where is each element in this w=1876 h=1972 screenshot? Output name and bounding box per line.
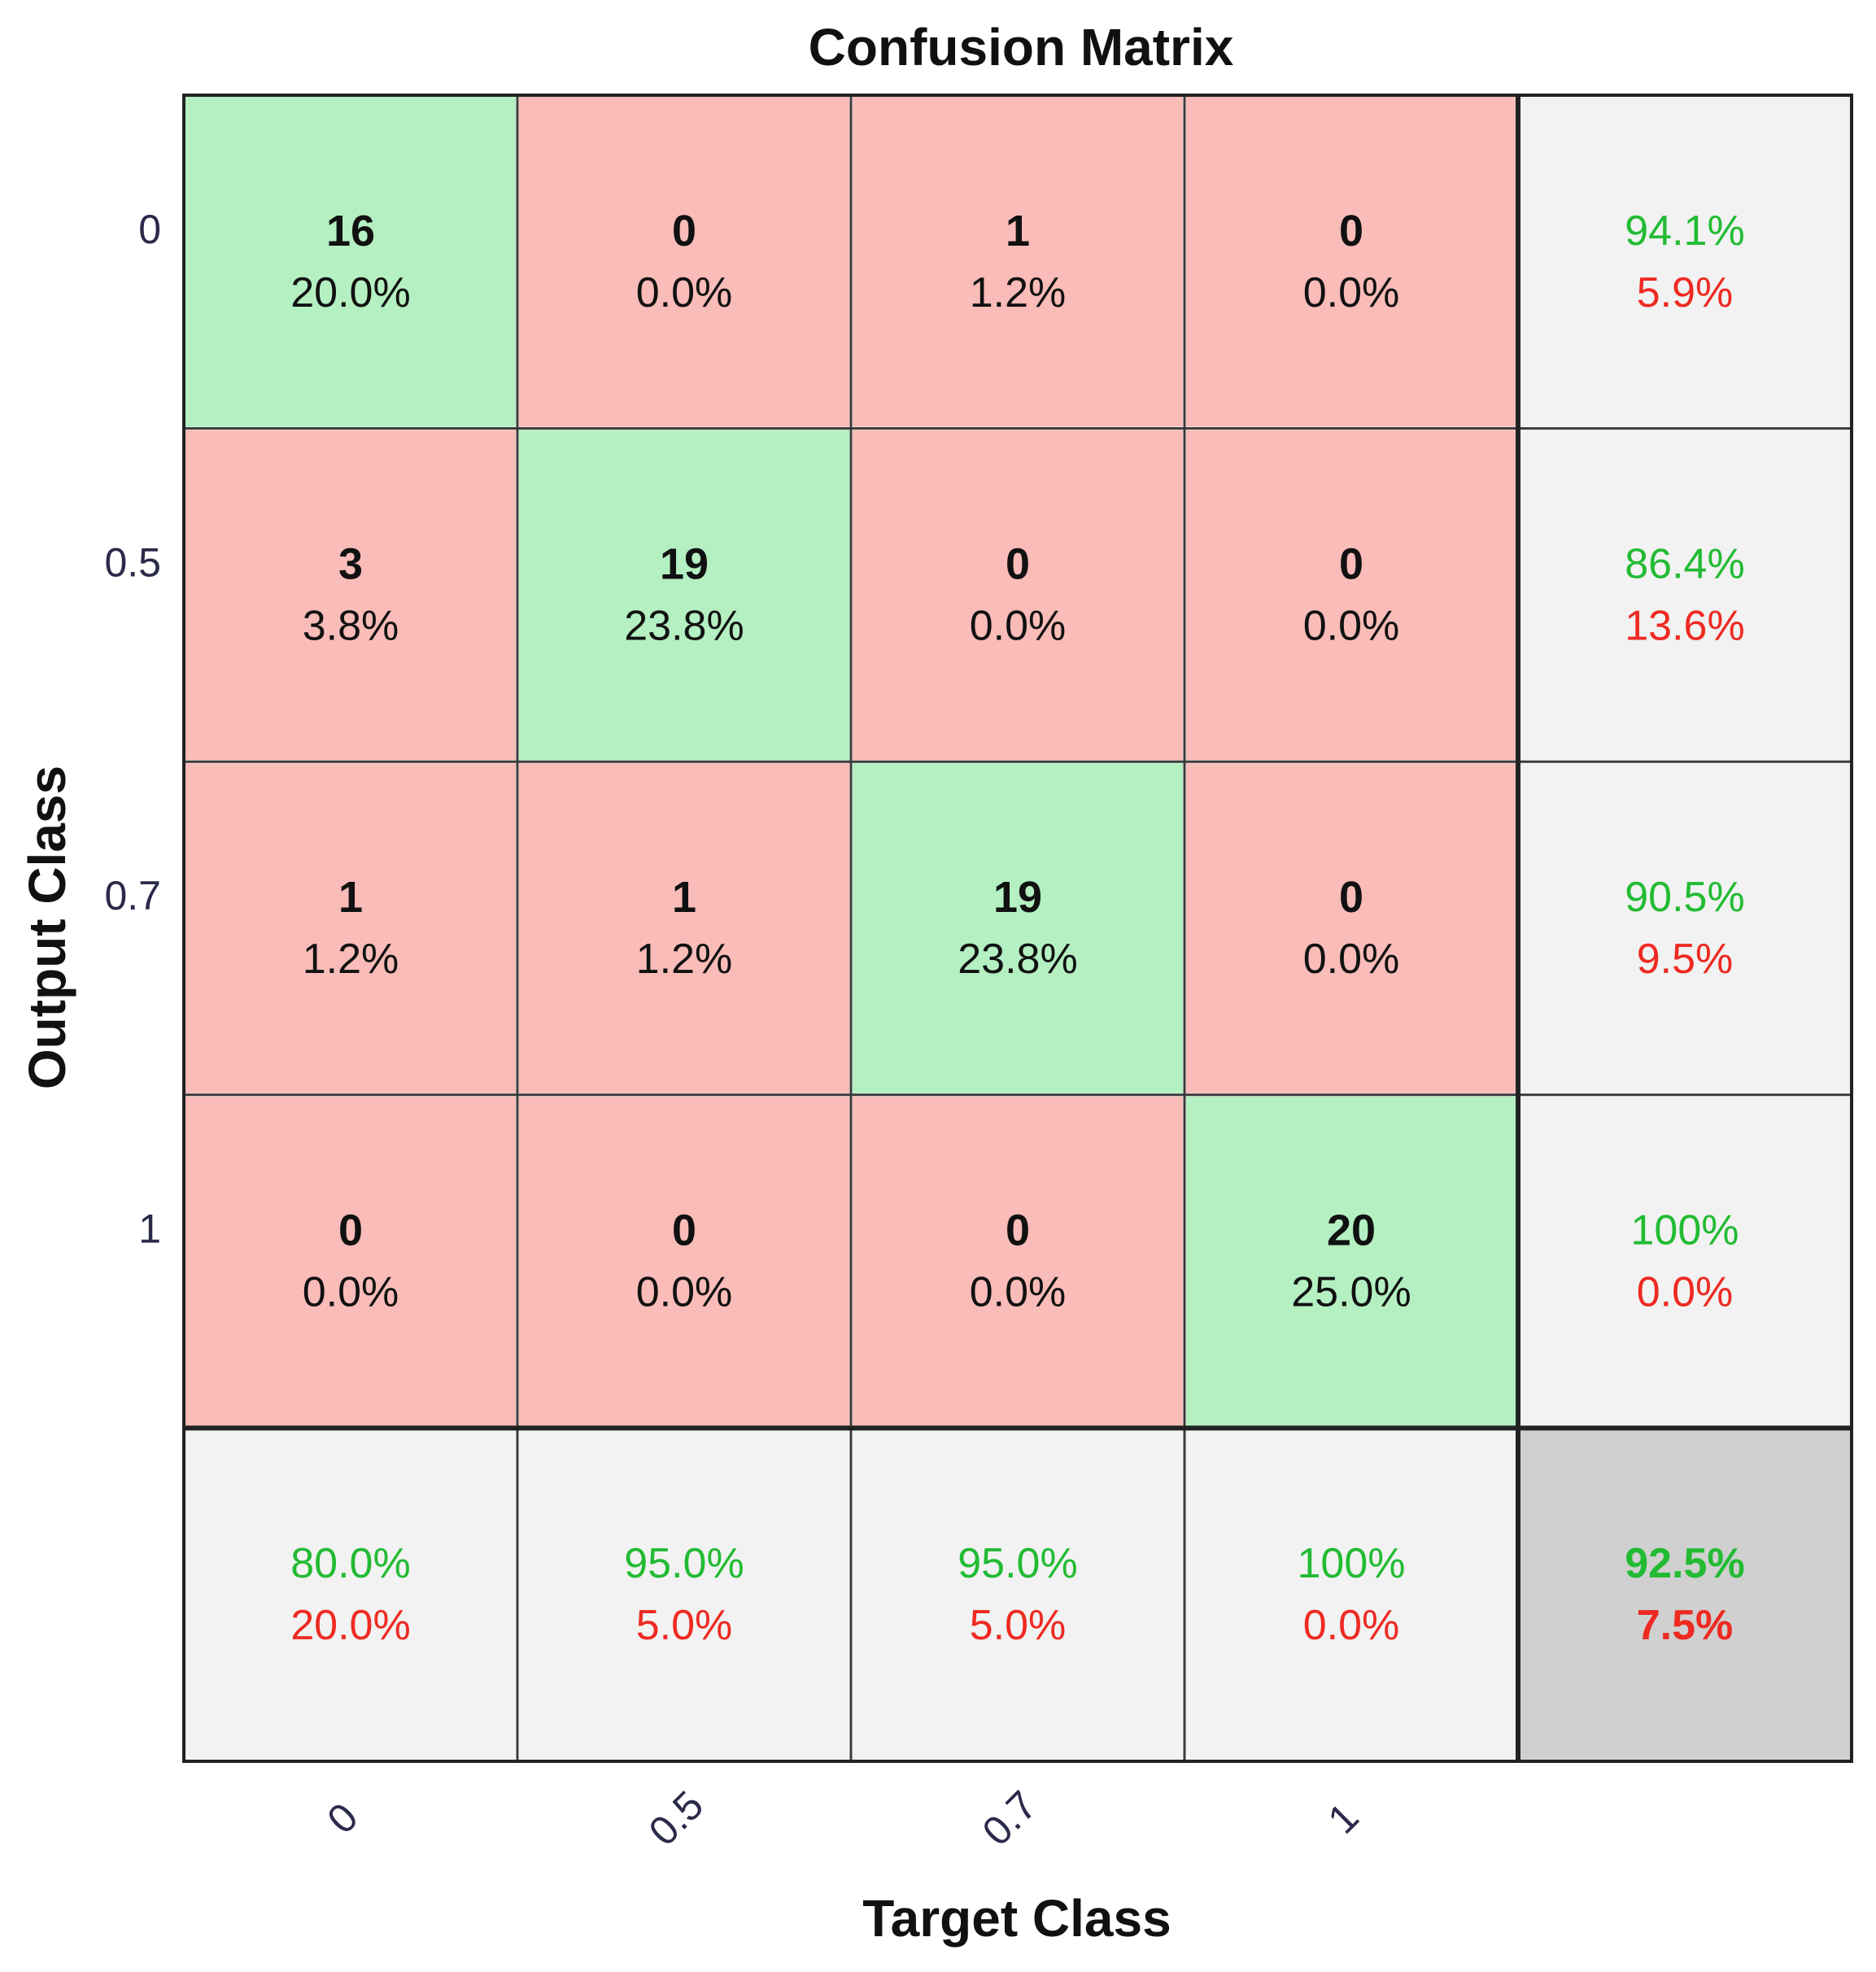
cell-count-r1-c3: 0: [1339, 539, 1363, 588]
matrix-cell-r0-c3: [1186, 97, 1516, 427]
chart-title: Confusion Matrix: [809, 18, 1234, 76]
matrix-frame: [182, 94, 1853, 1763]
matrix-cell-r4-c1: [519, 1429, 849, 1760]
matrix-cell-r0-c1: [519, 97, 849, 427]
cell-count-r0-c2: 1: [1006, 207, 1030, 255]
matrix-cell-r1-c3: [1186, 430, 1516, 761]
matrix-cell-r3-c2: [853, 1096, 1183, 1427]
cell-count-r2-c0: 1: [338, 873, 363, 922]
cell-percent-r2-c1: 1.2%: [636, 936, 733, 983]
summary-correct-r4-c0: 80.0%: [290, 1540, 410, 1587]
summary-error-r2-c4: 9.5%: [1637, 936, 1734, 983]
summary-correct-r4-c4: 92.5%: [1625, 1540, 1744, 1587]
cell-count-r2-c2: 19: [993, 873, 1042, 922]
cell-percent-r2-c3: 0.0%: [1303, 936, 1400, 983]
cell-count-r1-c0: 3: [338, 539, 363, 588]
summary-error-r4-c3: 0.0%: [1303, 1602, 1400, 1649]
cell-percent-r1-c3: 0.0%: [1303, 602, 1400, 649]
matrix-cell-r4-c0: [185, 1429, 516, 1760]
summary-correct-r4-c1: 95.0%: [624, 1540, 744, 1587]
summary-error-r3-c4: 0.0%: [1637, 1269, 1734, 1316]
y-tick-label-3: 1: [138, 1206, 161, 1252]
summary-correct-r4-c2: 95.0%: [958, 1540, 1077, 1587]
cell-percent-r2-c0: 1.2%: [303, 936, 399, 983]
cell-count-r2-c3: 0: [1339, 873, 1363, 922]
cell-percent-r1-c2: 0.0%: [970, 602, 1067, 649]
y-tick-label-2: 0.7: [104, 873, 161, 918]
matrix-cell-r2-c3: [1186, 763, 1516, 1093]
matrix-cell-r2-c0: [185, 763, 516, 1093]
matrix-cell-r4-c3: [1186, 1429, 1516, 1760]
cell-percent-r0-c2: 1.2%: [970, 269, 1067, 316]
cell-count-r3-c2: 0: [1006, 1206, 1030, 1255]
cell-percent-r0-c0: 20.0%: [290, 269, 410, 316]
cell-count-r0-c1: 0: [672, 207, 696, 255]
cell-count-r3-c3: 20: [1327, 1206, 1376, 1255]
cell-count-r1-c1: 19: [660, 539, 709, 588]
matrix-cells: 16 20.0% 0 0.0% 1 1.2% 0 0.0% 94.1% 5.9% 3 3.8% 19 23…: [185, 97, 1850, 1760]
cell-percent-r3-c2: 0.0%: [970, 1269, 1067, 1316]
y-axis-label: Output Class: [18, 766, 76, 1089]
matrix-cell-r4-c4: [1520, 1429, 1850, 1760]
summary-error-r4-c1: 5.0%: [636, 1602, 733, 1649]
matrix-cell-r1-c0: [185, 430, 516, 761]
cell-percent-r3-c1: 0.0%: [636, 1269, 733, 1316]
cell-percent-r3-c3: 25.0%: [1291, 1269, 1411, 1316]
summary-error-r4-c0: 20.0%: [290, 1602, 410, 1649]
summary-error-r1-c4: 13.6%: [1625, 602, 1744, 649]
y-tick-label-0: 0: [138, 207, 161, 252]
cell-percent-r1-c1: 23.8%: [624, 602, 744, 649]
x-axis-label: Target Class: [862, 1889, 1171, 1948]
matrix-cell-r1-c1: [519, 430, 849, 761]
matrix-cell-r2-c1: [519, 763, 849, 1093]
matrix-cell-r2-c2: [853, 763, 1183, 1093]
matrix-cell-r1-c2: [853, 430, 1183, 761]
summary-correct-r1-c4: 86.4%: [1625, 540, 1744, 587]
matrix-cell-r3-c1: [519, 1096, 849, 1427]
summary-correct-r3-c4: 100%: [1631, 1207, 1739, 1254]
cell-count-r3-c0: 0: [338, 1206, 363, 1255]
summary-error-r0-c4: 5.9%: [1637, 269, 1734, 316]
cell-count-r0-c3: 0: [1339, 207, 1363, 255]
y-axis-ticks: 0 0.5 0.7 1: [104, 207, 161, 1252]
cell-percent-r2-c2: 23.8%: [958, 936, 1077, 983]
matrix-cell-r4-c2: [853, 1429, 1183, 1760]
cell-count-r2-c1: 1: [672, 873, 696, 922]
matrix-cell-r0-c0: [185, 97, 516, 427]
summary-correct-r0-c4: 94.1%: [1625, 207, 1744, 255]
matrix-cell-r3-c3: [1186, 1096, 1516, 1427]
summary-error-r4-c4: 7.5%: [1637, 1602, 1734, 1649]
cell-count-r3-c1: 0: [672, 1206, 696, 1255]
summary-correct-r4-c3: 100%: [1298, 1540, 1406, 1587]
matrix-cell-r1-c4: [1520, 430, 1850, 761]
y-tick-label-1: 0.5: [104, 539, 161, 585]
summary-correct-r2-c4: 90.5%: [1625, 874, 1744, 921]
cell-percent-r3-c0: 0.0%: [303, 1269, 399, 1316]
cell-percent-r0-c3: 0.0%: [1303, 269, 1400, 316]
cell-percent-r1-c0: 3.8%: [303, 602, 399, 649]
matrix-cell-r0-c2: [853, 97, 1183, 427]
matrix-grid-lines: [182, 94, 1853, 1763]
matrix-cell-r0-c4: [1520, 97, 1850, 427]
cell-count-r0-c0: 16: [326, 207, 375, 255]
matrix-cell-r3-c4: [1520, 1096, 1850, 1427]
cell-count-r1-c2: 0: [1006, 539, 1030, 588]
cell-percent-r0-c1: 0.0%: [636, 269, 733, 316]
summary-error-r4-c2: 5.0%: [970, 1602, 1067, 1649]
matrix-cell-r2-c4: [1520, 763, 1850, 1093]
matrix-cell-r3-c0: [185, 1096, 516, 1427]
